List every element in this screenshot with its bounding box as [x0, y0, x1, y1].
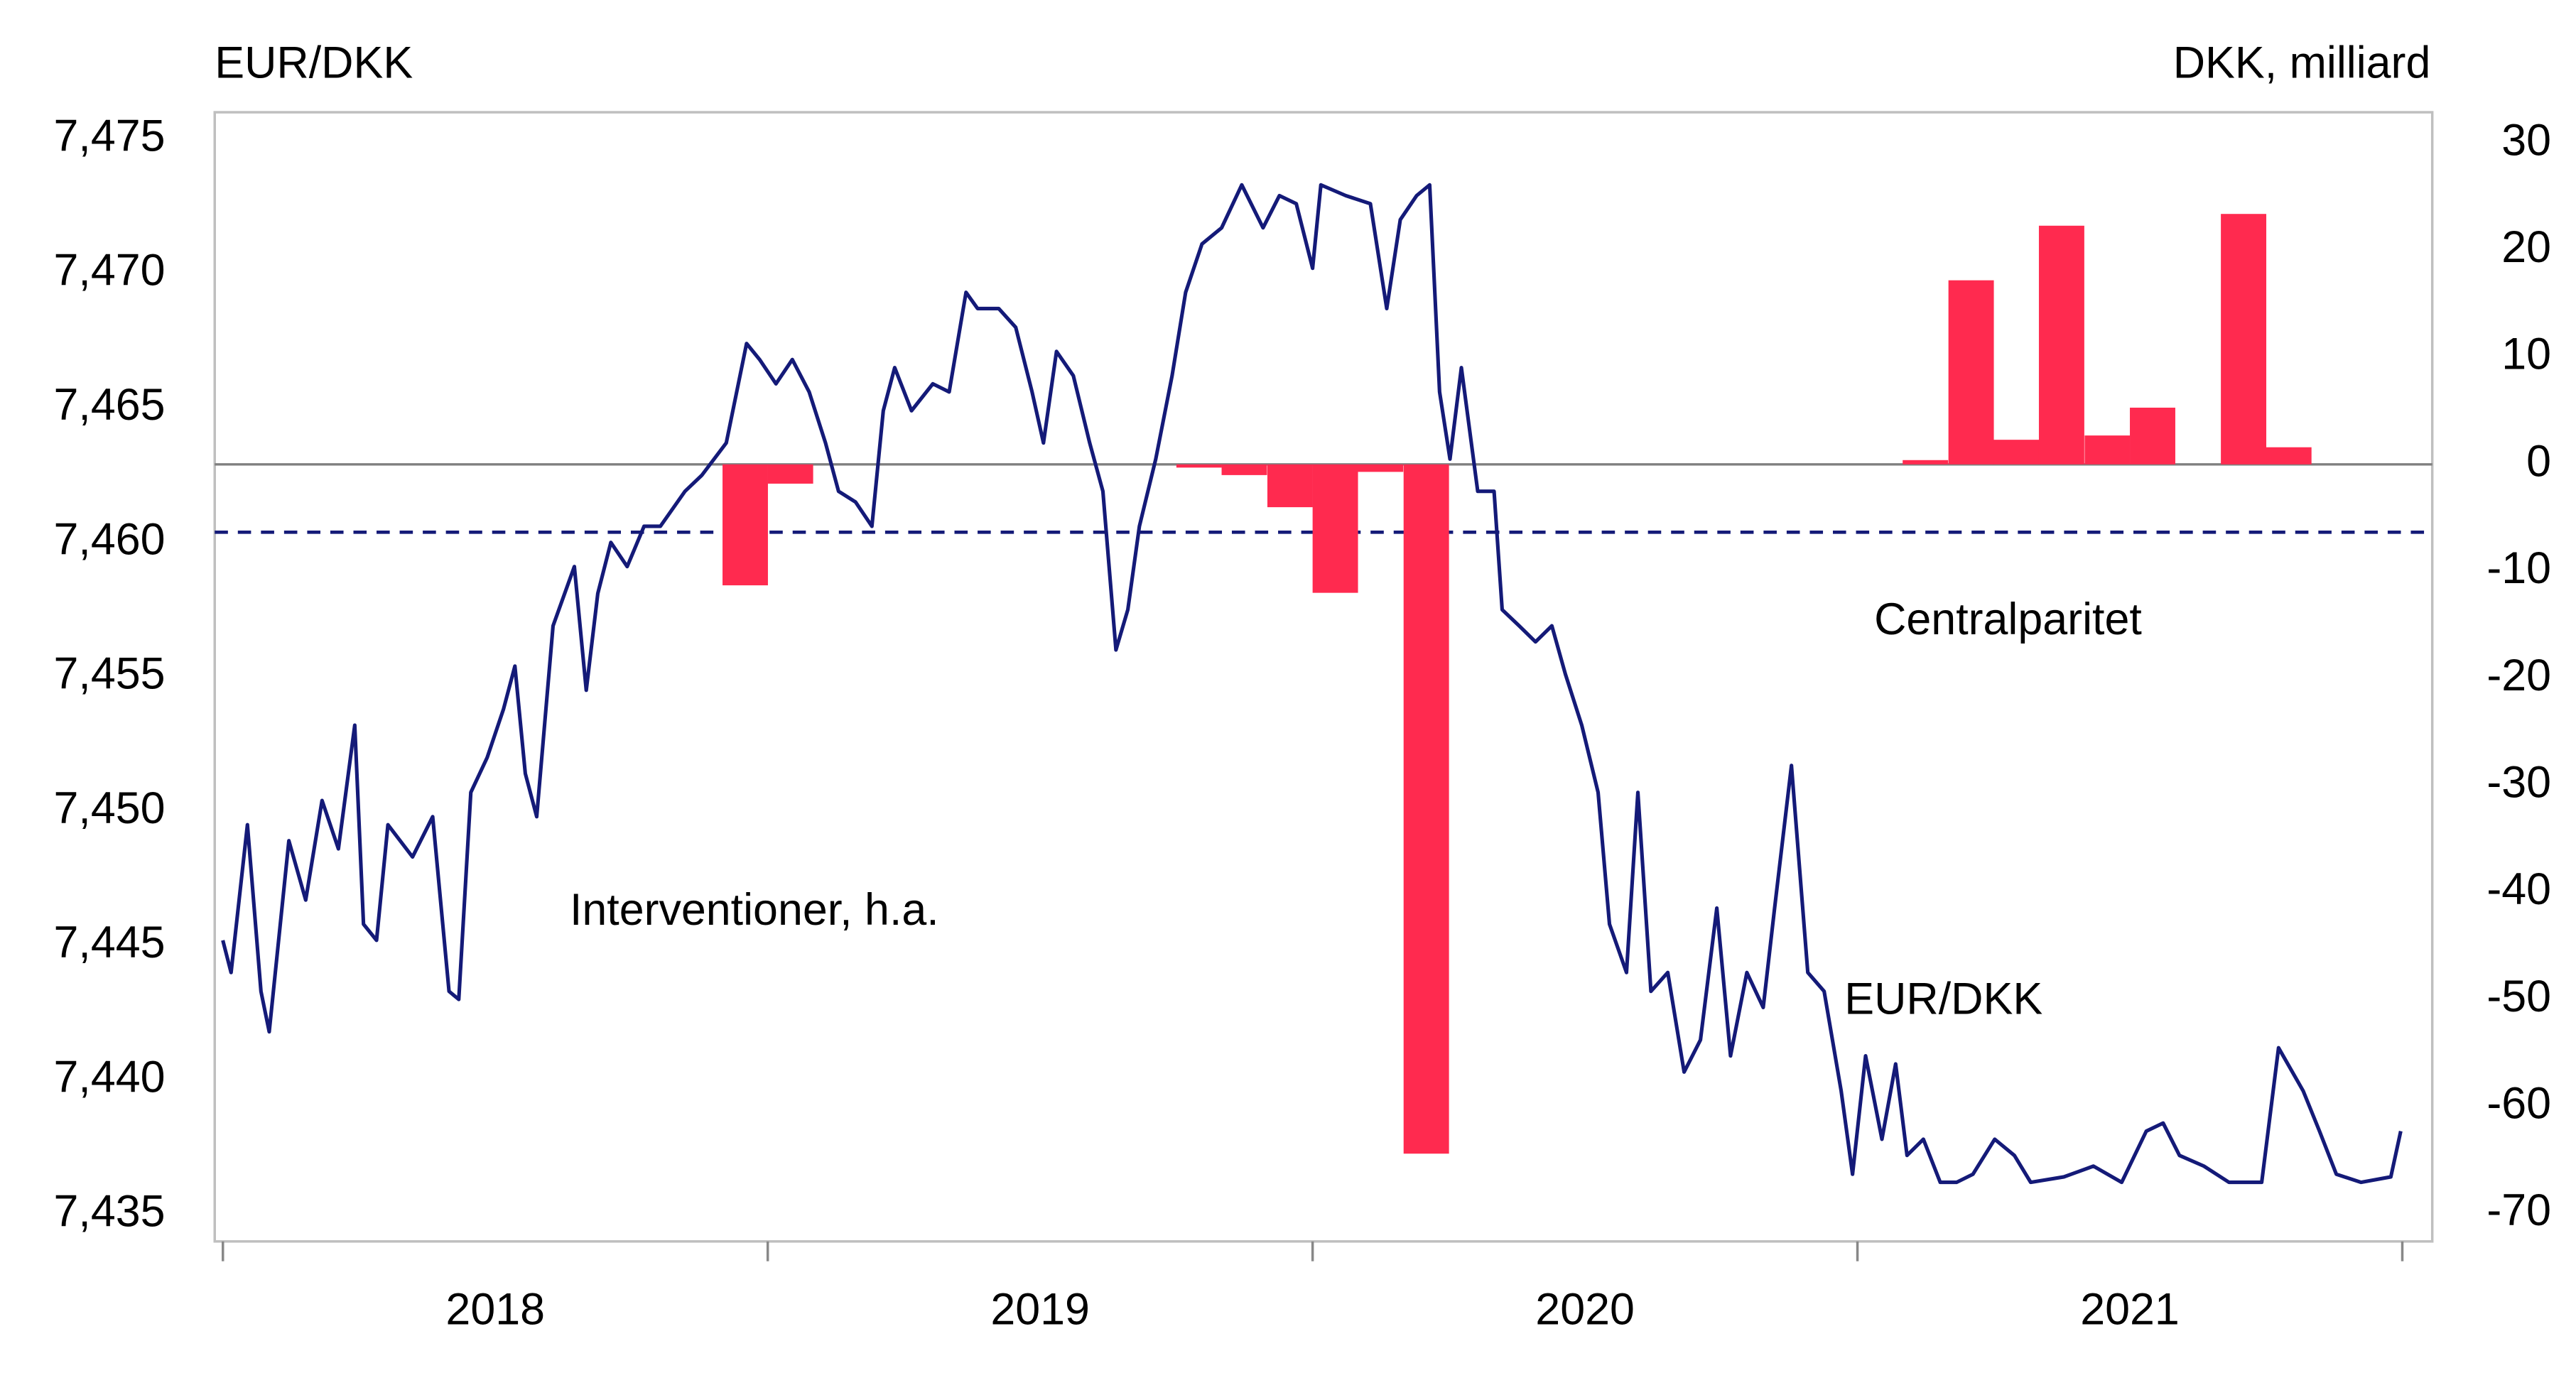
bar [1176, 464, 1222, 468]
y2-tick-label: 10 [2501, 330, 2551, 379]
x-tick-label: 2021 [2080, 1284, 2180, 1334]
series-label: Interventioner, h.a. [570, 885, 939, 935]
bar [1221, 464, 1267, 475]
bar [2130, 407, 2175, 465]
y-tick-label: 7,445 [53, 918, 165, 967]
plot-frame [213, 111, 2434, 1243]
bar [1312, 464, 1358, 593]
x-tick-label: 2018 [445, 1284, 545, 1334]
bar [1358, 464, 1404, 472]
bar [1903, 460, 1949, 465]
x-tick-label: 2019 [990, 1284, 1090, 1334]
series-label: EUR/DKK [1844, 974, 2042, 1024]
y-tick-label: 7,460 [53, 514, 165, 564]
y-tick-label: 7,475 [53, 111, 165, 161]
y2-tick-label: 0 [2526, 436, 2551, 486]
bar [2221, 214, 2267, 465]
bar [2266, 447, 2312, 465]
bar [1403, 464, 1449, 1154]
y2-tick-label: 30 [2501, 115, 2551, 165]
y2-tick-label: -60 [2486, 1079, 2551, 1129]
bar [2084, 435, 2131, 465]
y-axis-label: EUR/DKK [215, 38, 413, 88]
y-tick-label: 7,470 [53, 246, 165, 295]
bar [1267, 464, 1313, 508]
y2-tick-label: 20 [2501, 222, 2551, 272]
y2-tick-label: -10 [2486, 543, 2551, 593]
y2-axis-label: DKK, milliard [2173, 38, 2431, 88]
bar [1948, 280, 1994, 465]
reference-label: Centralparitet [1874, 594, 2142, 644]
line [221, 183, 2403, 1185]
y-tick-label: 7,435 [53, 1187, 165, 1237]
y2-tick-label: -50 [2486, 972, 2551, 1021]
y2-tick-label: -30 [2486, 757, 2551, 807]
y2-tick-label: -70 [2486, 1185, 2551, 1235]
y-tick-label: 7,465 [53, 380, 165, 430]
y-tick-label: 7,450 [53, 783, 165, 833]
bar [723, 464, 768, 586]
y2-tick-label: -40 [2486, 864, 2551, 914]
y-tick-label: 7,440 [53, 1052, 165, 1102]
bar [767, 464, 813, 484]
x-tick-label: 2020 [1535, 1284, 1635, 1334]
bar [2038, 225, 2084, 465]
y2-tick-label: -20 [2486, 651, 2551, 700]
y-tick-label: 7,455 [53, 649, 165, 699]
bar [1993, 440, 2040, 465]
